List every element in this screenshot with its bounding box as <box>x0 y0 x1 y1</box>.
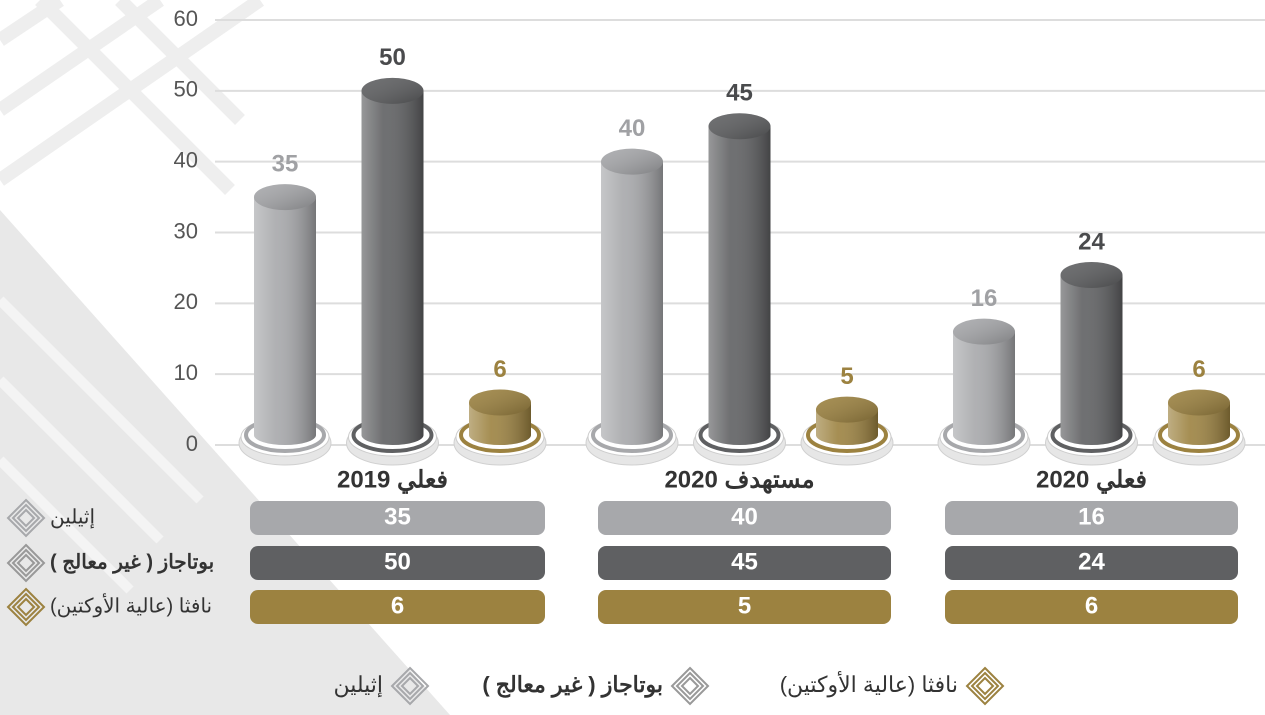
table-value: 50 <box>384 548 411 575</box>
legend-label: نافثا (عالية الأوكتين) <box>780 670 958 698</box>
bar-top-shade <box>816 397 878 423</box>
y-tick-label: 0 <box>186 431 198 456</box>
bar-top-shade <box>709 113 771 139</box>
value-label: 35 <box>272 150 299 177</box>
bar-top-shade <box>254 184 316 210</box>
bar <box>953 319 1015 445</box>
x-tick-label: مستهدف 2020 <box>664 466 814 494</box>
bar <box>816 397 878 445</box>
chart: 0 10 20 30 40 50 60 فعلي 2019 مستهدف 2020 فعلي 20… <box>0 0 1265 715</box>
bar <box>1168 390 1230 446</box>
table-value: 6 <box>391 592 404 619</box>
bar-shade <box>254 197 316 445</box>
value-label: 6 <box>493 356 506 383</box>
bar <box>709 113 771 445</box>
value-label: 5 <box>840 363 853 390</box>
bar-top-shade <box>469 390 531 416</box>
bar-shade <box>953 332 1015 445</box>
bar <box>601 149 663 445</box>
row-label: بوتاجاز ( غير معالج ) <box>50 551 214 574</box>
bar-shade <box>362 91 424 445</box>
table-value: 5 <box>738 592 751 619</box>
legend-icon <box>672 668 708 704</box>
value-label: 40 <box>619 115 646 142</box>
legend-label: إثيلين <box>333 672 383 698</box>
row-label: إثيلين <box>50 506 95 529</box>
x-tick-label: فعلي 2019 <box>337 466 448 494</box>
bar-top-shade <box>953 319 1015 345</box>
value-label: 24 <box>1078 228 1105 255</box>
bar <box>254 184 316 445</box>
y-tick-label: 40 <box>174 147 198 172</box>
value-label: 6 <box>1192 356 1205 383</box>
bar-top-shade <box>1168 390 1230 416</box>
y-tick-label: 10 <box>174 360 198 385</box>
table-value: 40 <box>731 503 758 530</box>
table-value: 24 <box>1078 548 1105 575</box>
y-tick-label: 50 <box>174 77 198 102</box>
table-value: 6 <box>1085 592 1098 619</box>
bar <box>469 390 531 446</box>
value-label: 45 <box>726 80 753 107</box>
bar-shade <box>1061 275 1123 445</box>
table-value: 35 <box>384 503 411 530</box>
bar-shade <box>601 162 663 445</box>
bar-top-shade <box>362 78 424 104</box>
bar <box>362 78 424 445</box>
legend-label: بوتاجاز ( غير معالج ) <box>482 672 663 698</box>
value-label: 16 <box>971 285 998 312</box>
table-value: 16 <box>1078 503 1105 530</box>
y-tick-label: 30 <box>174 218 198 243</box>
bar <box>1061 262 1123 445</box>
row-label: نافثا (عالية الأوكتين) <box>50 592 212 617</box>
bar-top-shade <box>601 149 663 175</box>
diamond <box>977 678 993 694</box>
diamond <box>682 678 698 694</box>
bar-shade <box>709 126 771 445</box>
bar-top-shade <box>1061 262 1123 288</box>
table-value: 45 <box>731 548 758 575</box>
y-tick-label: 60 <box>174 6 198 31</box>
y-tick-label: 20 <box>174 289 198 314</box>
legend-icon <box>967 668 1003 704</box>
x-tick-label: فعلي 2020 <box>1036 466 1147 494</box>
value-label: 50 <box>379 44 406 71</box>
